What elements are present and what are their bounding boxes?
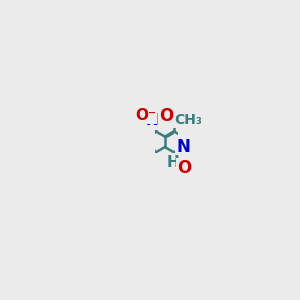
Text: H: H (166, 155, 179, 170)
Text: O⁻: O⁻ (135, 108, 156, 123)
Text: CH₃: CH₃ (175, 113, 203, 127)
Text: N: N (176, 138, 190, 156)
Text: O: O (177, 159, 191, 177)
Text: N⁺: N⁺ (146, 113, 166, 128)
Text: O: O (159, 106, 173, 124)
